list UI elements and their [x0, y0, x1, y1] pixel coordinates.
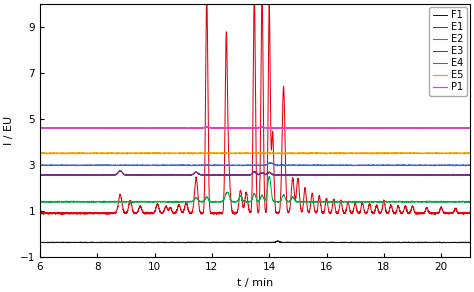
E2	[37, 200, 43, 204]
P1	[433, 126, 438, 130]
F1	[433, 241, 438, 244]
Line: F1: F1	[40, 241, 470, 243]
F1	[37, 241, 43, 244]
Y-axis label: I / EU: I / EU	[4, 116, 14, 145]
E5	[433, 152, 438, 155]
E1	[467, 211, 473, 214]
Line: E5: E5	[40, 153, 470, 154]
E1	[432, 213, 438, 216]
E1	[204, 2, 210, 6]
E2	[467, 200, 473, 204]
P1	[221, 126, 227, 130]
E1	[349, 211, 355, 215]
E2	[266, 175, 272, 178]
E4	[37, 164, 43, 167]
E4	[454, 164, 460, 167]
F1	[221, 241, 227, 244]
Line: E3: E3	[40, 171, 470, 176]
X-axis label: t / min: t / min	[237, 278, 273, 288]
E5	[467, 152, 473, 155]
P1	[205, 125, 211, 128]
Line: E2: E2	[40, 176, 470, 203]
P1	[218, 126, 224, 130]
E1	[218, 212, 224, 215]
E1	[433, 212, 438, 215]
E1	[241, 204, 247, 207]
F1	[65, 241, 71, 245]
E4	[467, 164, 473, 167]
E2	[350, 200, 356, 203]
P1	[350, 126, 356, 130]
E4	[268, 161, 273, 164]
P1	[103, 127, 109, 131]
E4	[433, 163, 438, 167]
E5	[221, 152, 227, 155]
E3	[218, 173, 224, 177]
E3	[467, 173, 473, 177]
E1	[221, 187, 227, 190]
E1	[454, 209, 460, 213]
E4	[432, 164, 438, 168]
E4	[349, 164, 355, 167]
F1	[218, 241, 224, 244]
E2	[59, 201, 64, 204]
P1	[242, 126, 247, 130]
E4	[241, 164, 247, 167]
E2	[221, 197, 227, 201]
F1	[241, 241, 247, 244]
E3	[37, 173, 43, 176]
E2	[454, 200, 460, 204]
F1	[350, 241, 356, 244]
Legend: F1, E1, E2, E3, E4, E5, P1: F1, E1, E2, E3, E4, E5, P1	[429, 7, 467, 95]
P1	[454, 126, 460, 130]
P1	[37, 126, 43, 130]
E5	[37, 152, 43, 155]
E3	[349, 173, 355, 177]
F1	[467, 241, 473, 244]
E3	[117, 169, 123, 172]
E5	[350, 152, 356, 155]
E3	[433, 173, 438, 177]
Line: E1: E1	[40, 4, 470, 215]
E5	[218, 152, 224, 155]
E2	[241, 200, 247, 203]
E3	[241, 173, 247, 177]
E5	[241, 152, 247, 155]
F1	[454, 241, 460, 244]
E2	[433, 200, 438, 204]
P1	[467, 126, 473, 130]
E3	[377, 174, 383, 178]
Line: P1: P1	[40, 127, 470, 129]
E4	[218, 164, 223, 167]
E3	[221, 173, 227, 177]
E5	[305, 152, 311, 156]
E4	[221, 163, 227, 167]
Line: E4: E4	[40, 163, 470, 166]
F1	[275, 239, 281, 243]
E5	[454, 152, 460, 155]
E2	[218, 200, 224, 204]
E5	[211, 151, 217, 154]
E1	[37, 212, 43, 215]
E3	[454, 173, 460, 177]
